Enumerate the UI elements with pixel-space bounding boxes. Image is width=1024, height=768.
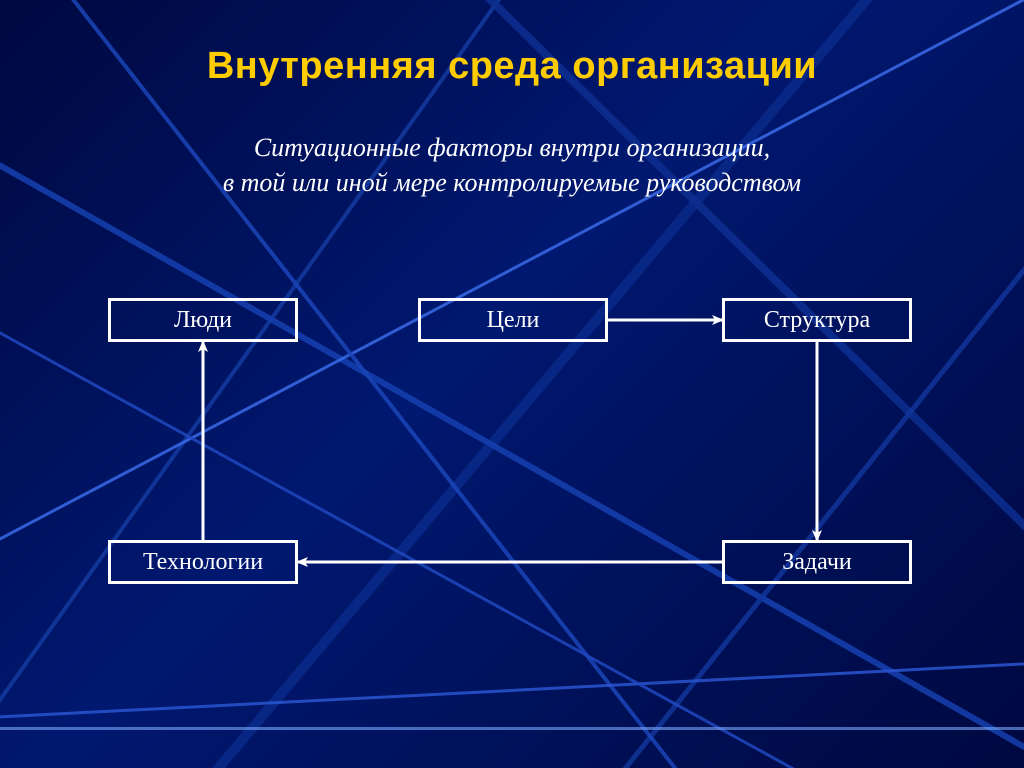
node-goals: Цели [418,298,608,342]
node-tasks: Задачи [722,540,912,584]
node-people: Люди [108,298,298,342]
scanline-decoration [0,727,1024,730]
node-structure: Структура [722,298,912,342]
node-technology: Технологии [108,540,298,584]
flowchart: Люди Цели Структура Технологии Задачи [0,0,1024,768]
arrows-layer [0,0,1024,768]
